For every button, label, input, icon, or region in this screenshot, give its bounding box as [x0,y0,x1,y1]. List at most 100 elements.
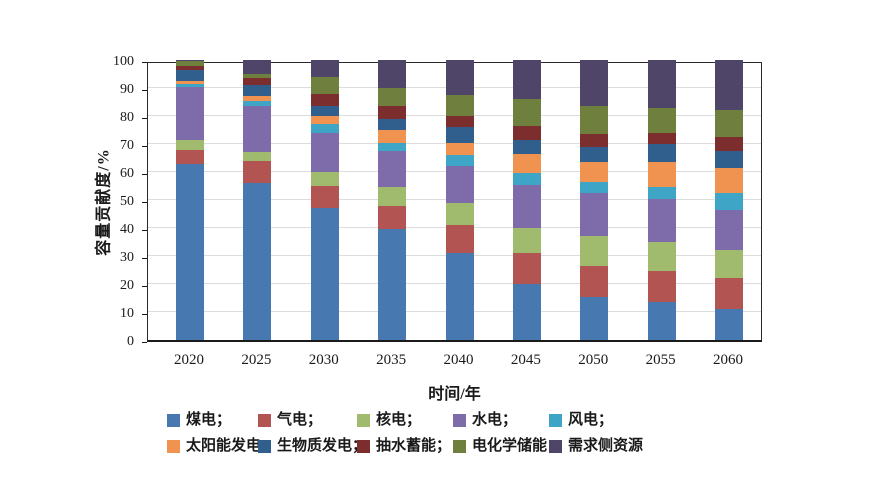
legend-item-风电: 风电； [549,411,613,429]
legend-label-水电: 水电； [472,412,518,428]
legend-label-太阳能发电: 太阳能发电； [186,438,277,454]
bar-2030 [310,60,339,340]
legend-item-抽水蓄能: 抽水蓄能； [357,437,451,455]
bar-segment-2025-风电 [243,100,272,107]
bar-segment-2020-风电 [176,83,204,87]
bar-segment-2020-生物质发电 [176,69,204,82]
y-tick-mark-80 [142,118,147,119]
legend-swatch-太阳能发电 [167,439,180,453]
legend-item-气电: 气电； [258,411,322,429]
bar-segment-2035-需求侧资源 [378,60,407,89]
bar-segment-2030-水电 [310,132,339,173]
y-tick-mark-100 [142,62,147,63]
bar-segment-2020-水电 [176,86,204,140]
bar-segment-2060-煤电 [715,309,743,340]
bar-segment-2040-风电 [445,155,474,167]
bar-2025 [243,60,272,340]
x-tick-label-2030: 2030 [308,352,339,368]
bar-segment-2040-电化学储能 [445,95,474,117]
bar-segment-2025-生物质发电 [243,85,272,97]
legend-item-需求侧资源: 需求侧资源 [549,437,643,455]
bar-segment-2055-电化学储能 [647,107,676,133]
legend-swatch-气电 [258,413,271,427]
legend-item-生物质发电: 生物质发电； [258,437,367,455]
bar-segment-2020-电化学储能 [176,61,204,66]
bar-segment-2060-抽水蓄能 [715,137,743,152]
legend-label-风电: 风电； [568,412,614,428]
bar-2060 [715,60,743,340]
bar-segment-2055-水电 [647,198,676,243]
bar-segment-2055-气电 [647,271,676,303]
bar-segment-2045-抽水蓄能 [512,125,541,140]
bar-segment-2045-生物质发电 [512,139,541,154]
bar-segment-2025-水电 [243,106,272,153]
bar-segment-2050-水电 [580,193,609,237]
legend-swatch-水电 [453,413,466,427]
bar-segment-2055-太阳能发电 [647,162,676,188]
bar-segment-2050-抽水蓄能 [580,134,609,147]
bar-segment-2045-气电 [512,253,541,284]
y-tick-mark-40 [142,230,147,231]
plot-area [147,60,762,342]
bar-segment-2050-需求侧资源 [580,60,609,107]
bar-segment-2050-电化学储能 [580,106,609,135]
bar-segment-2035-太阳能发电 [378,130,407,143]
y-tick-label-10: 10 [120,306,134,321]
bar-segment-2025-煤电 [243,183,272,340]
x-tick-label-2055: 2055 [645,352,676,368]
y-tick-mark-10 [142,314,147,315]
legend-swatch-风电 [549,413,562,427]
legend-label-需求侧资源: 需求侧资源 [568,438,644,454]
bar-segment-2055-抽水蓄能 [647,132,676,145]
bar-segment-2045-核电 [512,228,541,254]
x-axis-title: 时间/年 [428,386,481,403]
y-tick-mark-60 [142,174,147,175]
bar-segment-2030-气电 [310,186,339,209]
bar-segment-2045-电化学储能 [512,99,541,126]
bar-segment-2030-太阳能发电 [310,116,339,125]
legend-label-抽水蓄能: 抽水蓄能； [376,438,452,454]
bar-segment-2055-核电 [647,242,676,272]
y-tick-label-50: 50 [120,194,134,209]
legend-label-电化学储能: 电化学储能； [472,438,563,454]
bar-segment-2030-煤电 [310,208,339,340]
bar-segment-2050-生物质发电 [580,146,609,163]
bar-2050 [580,60,609,340]
bar-2035 [378,60,407,340]
bar-segment-2025-抽水蓄能 [243,78,272,86]
y-tick-label-100: 100 [113,54,134,69]
bar-segment-2055-煤电 [647,302,676,340]
legend-swatch-电化学储能 [453,439,466,453]
legend-item-水电: 水电； [453,411,517,429]
bar-segment-2030-抽水蓄能 [310,93,339,107]
bar-segment-2035-风电 [378,142,407,152]
y-tick-label-80: 80 [120,110,134,125]
bar-segment-2045-风电 [512,173,541,185]
legend-label-核电: 核电； [376,412,422,428]
bar-segment-2045-需求侧资源 [512,60,541,100]
bar-segment-2035-煤电 [378,229,407,340]
bar-segment-2040-生物质发电 [445,127,474,143]
y-tick-label-20: 20 [120,278,134,293]
legend-label-煤电: 煤电； [186,412,232,428]
legend-item-电化学储能: 电化学储能； [453,437,562,455]
bar-segment-2030-生物质发电 [310,106,339,117]
bar-segment-2060-生物质发电 [715,151,743,168]
y-tick-label-30: 30 [120,250,134,265]
bar-segment-2040-抽水蓄能 [445,116,474,128]
bar-segment-2020-需求侧资源 [176,60,204,62]
legend-item-煤电: 煤电； [167,411,231,429]
bar-segment-2025-气电 [243,160,272,184]
y-tick-label-0: 0 [127,334,134,349]
bar-segment-2030-需求侧资源 [310,60,339,77]
bar-segment-2020-太阳能发电 [176,81,204,84]
x-tick-label-2025: 2025 [241,352,272,368]
bar-segment-2030-电化学储能 [310,76,339,94]
bar-segment-2040-太阳能发电 [445,142,474,156]
bar-segment-2055-风电 [647,187,676,199]
bar-segment-2040-水电 [445,166,474,203]
legend-label-生物质发电: 生物质发电； [277,438,368,454]
y-tick-mark-0 [142,342,147,343]
bar-segment-2025-核电 [243,152,272,161]
bar-segment-2030-风电 [310,124,339,133]
